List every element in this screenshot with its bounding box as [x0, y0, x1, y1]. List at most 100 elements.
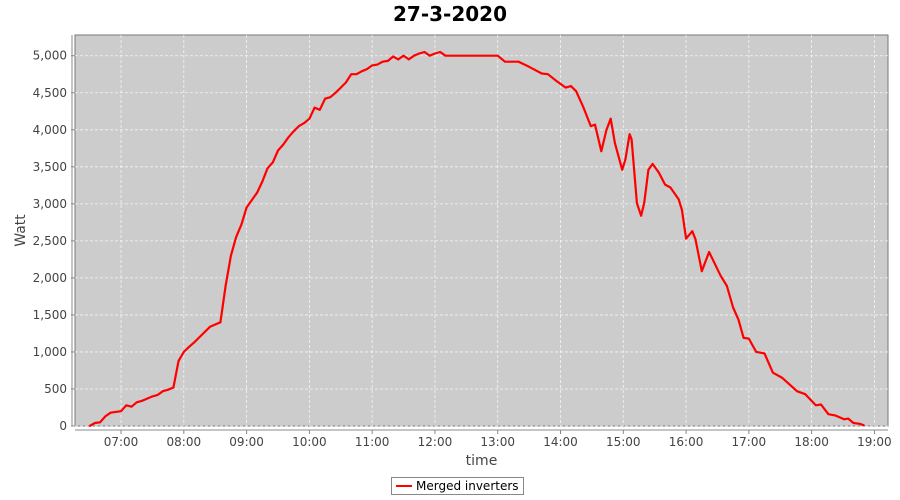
data-point [630, 138, 633, 141]
data-point [517, 60, 520, 63]
data-point [151, 395, 154, 398]
data-point [640, 214, 642, 217]
x-tick-label: 17:00 [732, 435, 767, 449]
data-point [680, 208, 683, 211]
data-point [88, 425, 91, 427]
data-point [858, 422, 861, 425]
data-point [747, 337, 750, 340]
data-point [114, 411, 117, 413]
data-point [651, 162, 654, 165]
data-point [614, 142, 616, 145]
data-point [564, 86, 567, 89]
data-point [694, 238, 697, 241]
data-point [324, 97, 326, 100]
data-point [292, 130, 295, 133]
y-tick-label: 2,500 [33, 234, 67, 248]
data-point [582, 106, 585, 109]
data-point [755, 351, 758, 353]
data-point [708, 251, 710, 253]
x-tick-label: 09:00 [229, 435, 264, 449]
data-point [465, 54, 468, 57]
data-point [386, 60, 389, 62]
y-tick-label: 1,000 [33, 345, 67, 359]
data-point [609, 117, 612, 120]
data-point [172, 386, 175, 389]
x-tick-label: 13:00 [480, 435, 515, 449]
x-tick-label: 10:00 [292, 435, 327, 449]
data-point [392, 55, 394, 58]
data-point [528, 65, 531, 68]
data-point [439, 51, 442, 53]
data-point [589, 125, 592, 127]
data-point [643, 202, 646, 205]
data-point [635, 202, 638, 205]
y-tick-label: 4,000 [33, 123, 67, 137]
data-point [345, 81, 347, 84]
data-point [486, 54, 489, 57]
data-point [193, 341, 196, 344]
data-point [303, 122, 306, 125]
legend-label: Merged inverters [416, 479, 519, 493]
y-tick-label: 1,500 [33, 308, 67, 322]
data-point [657, 171, 660, 174]
data-point [298, 125, 300, 127]
plot-area [74, 34, 889, 427]
data-point [540, 72, 543, 75]
data-point [371, 64, 374, 67]
data-point [547, 73, 549, 76]
data-point [555, 80, 558, 82]
data-point [863, 424, 865, 427]
data-point [413, 54, 415, 57]
x-tick-label: 14:00 [543, 435, 578, 449]
data-point [397, 58, 400, 61]
data-point [820, 403, 822, 406]
data-point [329, 96, 332, 99]
data-point [99, 421, 102, 424]
data-point [664, 183, 667, 186]
data-point [125, 404, 128, 407]
data-point [135, 401, 138, 404]
legend: Merged inverters [391, 477, 524, 495]
data-point [600, 150, 603, 153]
data-point [742, 336, 745, 339]
chart-title: 27-3-2020 [392, 2, 507, 26]
data-point [827, 413, 830, 416]
data-point [93, 422, 96, 424]
data-point [360, 70, 363, 73]
data-point [235, 236, 238, 239]
data-point [376, 63, 379, 66]
data-point [504, 60, 506, 63]
data-point [177, 359, 180, 362]
data-point [449, 54, 452, 57]
y-axis-label: Watt [13, 214, 29, 247]
data-point [732, 306, 735, 309]
data-point [804, 393, 807, 396]
data-point [355, 73, 358, 76]
data-point [475, 54, 478, 57]
data-point [130, 405, 133, 408]
data-point [287, 136, 290, 139]
data-point [444, 54, 447, 57]
data-point [763, 352, 766, 355]
y-tick-label: 3,000 [33, 197, 67, 211]
data-point [685, 237, 687, 240]
data-point [381, 60, 384, 63]
data-point [245, 206, 248, 209]
data-point [334, 91, 337, 94]
data-point [256, 191, 258, 194]
y-tick-label: 2,000 [33, 271, 67, 285]
data-point [261, 180, 264, 183]
data-point [772, 371, 774, 374]
data-point [605, 128, 608, 131]
data-point [700, 270, 703, 273]
y-tick-label: 500 [44, 382, 67, 396]
data-point [282, 143, 285, 146]
x-tick-label: 19:00 [857, 435, 892, 449]
data-point [428, 54, 431, 57]
x-tick-label: 07:00 [104, 435, 139, 449]
data-point [350, 73, 353, 76]
data-point [725, 285, 728, 287]
data-point [628, 133, 631, 136]
data-point [496, 54, 499, 57]
